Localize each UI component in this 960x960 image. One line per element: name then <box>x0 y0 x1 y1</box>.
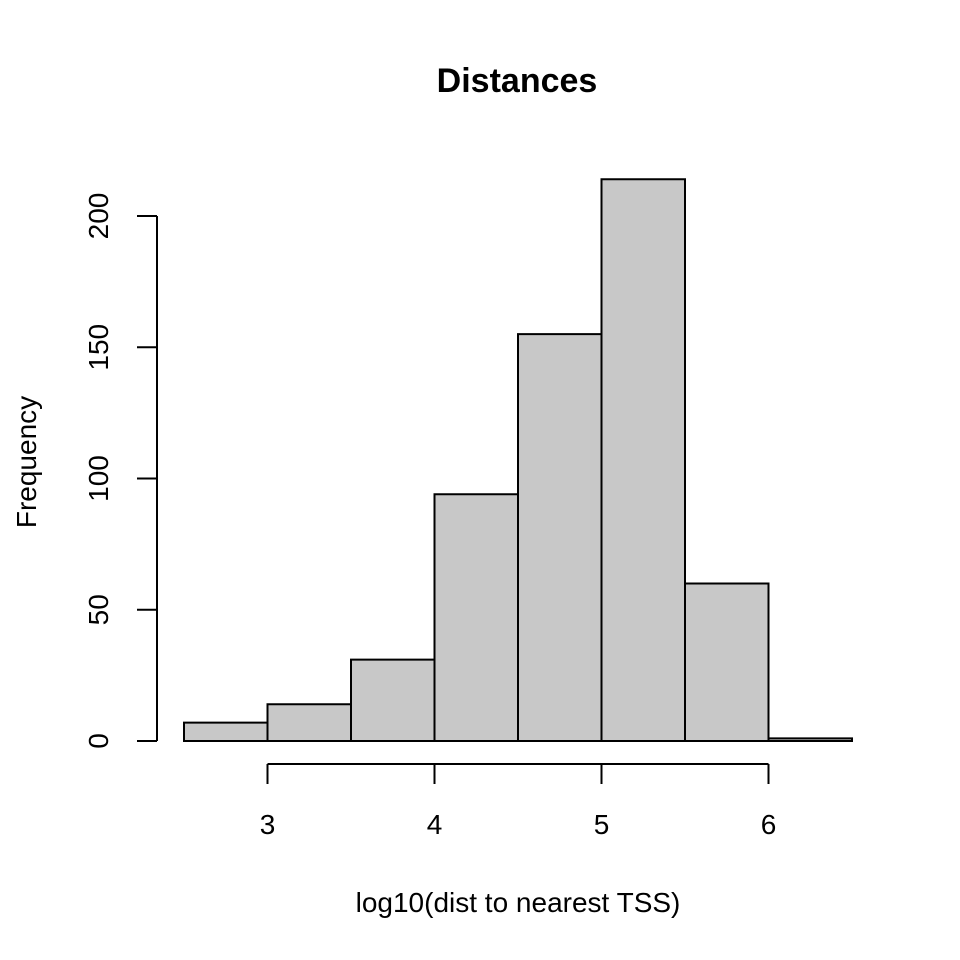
x-tick-label: 3 <box>260 809 276 840</box>
y-axis-label: Frequency <box>11 396 42 528</box>
y-axis: 0 50 100 150 200 <box>83 193 158 749</box>
histogram-bar <box>433 493 519 742</box>
histogram-bar <box>183 721 269 742</box>
x-tick-label: 5 <box>594 809 610 840</box>
histogram-bar <box>767 737 853 742</box>
x-axis: 3 4 5 6 <box>260 763 777 840</box>
x-tick-label: 4 <box>427 809 443 840</box>
x-axis-label: log10(dist to nearest TSS) <box>356 887 681 918</box>
bars <box>183 178 853 742</box>
y-tick-label: 150 <box>83 324 114 371</box>
y-tick-label: 100 <box>83 455 114 502</box>
histogram-bar <box>350 658 436 742</box>
y-tick-label: 50 <box>83 594 114 625</box>
chart-title: Distances <box>437 62 598 100</box>
y-tick-label: 200 <box>83 193 114 240</box>
histogram-bar <box>684 582 770 742</box>
histogram-bar <box>517 333 603 742</box>
x-tick-label: 6 <box>761 809 777 840</box>
y-tick-label: 0 <box>83 733 114 749</box>
histogram-bar <box>266 703 352 742</box>
histogram-bar <box>600 178 686 742</box>
